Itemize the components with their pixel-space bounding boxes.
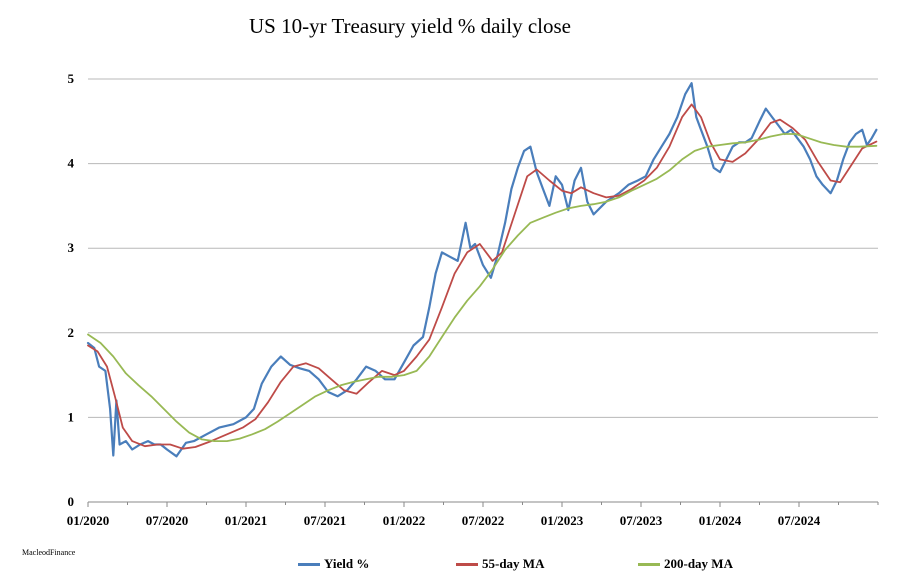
legend-item: 55-day MA: [456, 556, 544, 572]
legend: Yield % 55-day MA 200-day MA: [0, 556, 902, 576]
legend-label: Yield %: [324, 556, 370, 571]
x-tick-label: 07/2020: [146, 513, 189, 528]
y-tick-label: 1: [68, 409, 75, 424]
legend-label: 200-day MA: [664, 556, 733, 571]
x-tick-label: 01/2023: [541, 513, 584, 528]
y-tick-label: 2: [68, 325, 75, 340]
x-tick-label: 01/2021: [225, 513, 268, 528]
y-tick-label: 3: [68, 240, 75, 255]
legend-swatch: [456, 562, 478, 566]
series-line-yield: [86, 82, 878, 458]
x-tick-label: 07/2022: [462, 513, 505, 528]
y-tick-labels: 0 1 2 3 4 5: [68, 71, 75, 509]
legend-label: 55-day MA: [482, 556, 545, 571]
legend-item: 200-day MA: [638, 556, 733, 572]
legend-item: Yield %: [298, 556, 369, 572]
legend-swatch: [298, 562, 320, 566]
axes: [87, 501, 879, 507]
x-tick-label: 01/2020: [67, 513, 110, 528]
x-tick-label: 07/2021: [304, 513, 347, 528]
x-tick-label: 07/2024: [778, 513, 821, 528]
y-tick-label: 5: [68, 71, 75, 86]
y-tick-label: 0: [68, 494, 75, 509]
series-line-200-day-ma: [87, 133, 878, 442]
x-tick-label: 01/2024: [699, 513, 742, 528]
series-line-55-day-ma: [87, 103, 878, 450]
y-tick-label: 4: [68, 156, 75, 171]
legend-swatch: [638, 562, 660, 566]
x-tick-labels: 01/2020 07/2020 01/2021 07/2021 01/2022 07/20…: [67, 513, 821, 528]
series-lines: [86, 82, 878, 458]
x-tick-label: 07/2023: [620, 513, 663, 528]
source-label: MacleodFinance: [22, 548, 76, 557]
chart-title: US 10-yr Treasury yield % daily close: [249, 14, 571, 38]
x-tick-label: 01/2022: [383, 513, 426, 528]
